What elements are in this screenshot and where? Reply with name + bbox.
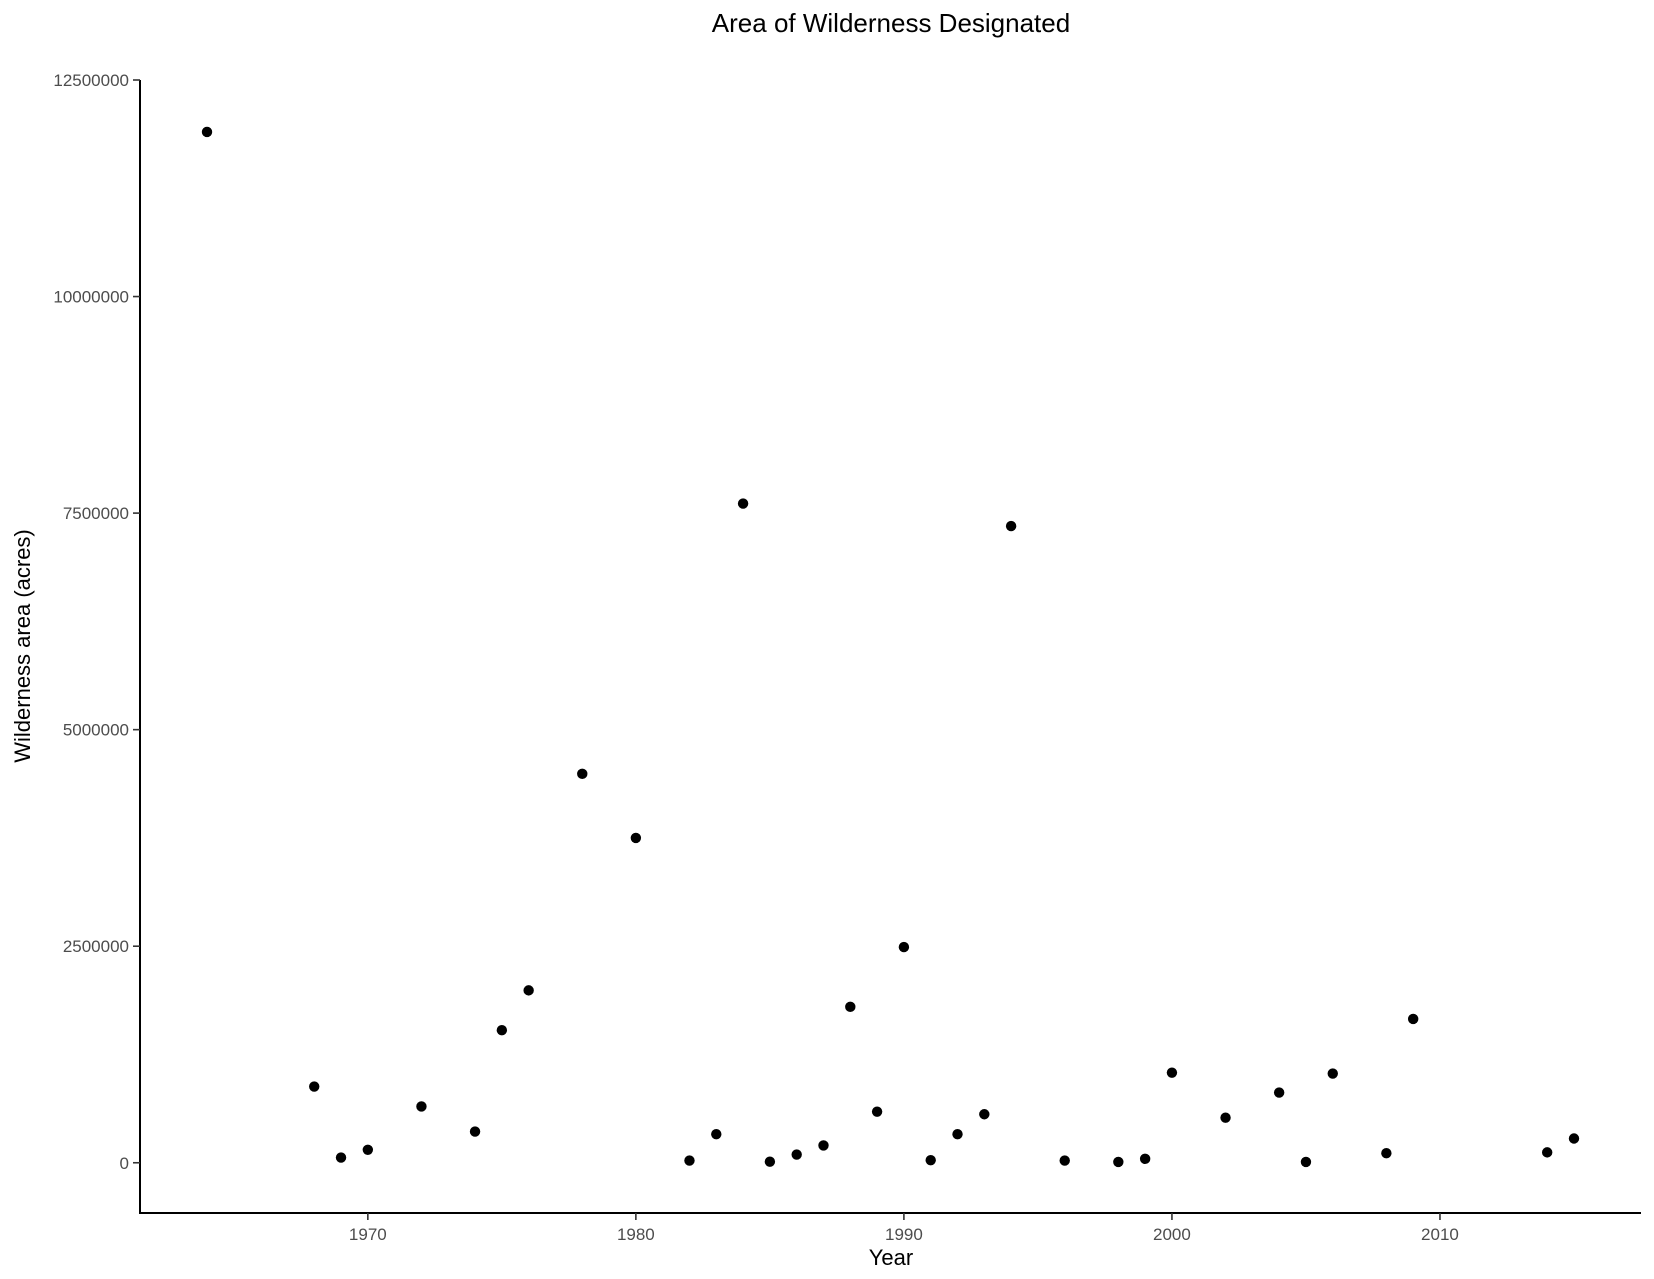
data-point <box>1381 1148 1392 1159</box>
x-tick-label: 2010 <box>1421 1225 1459 1244</box>
data-point <box>1300 1156 1312 1168</box>
data-point <box>1059 1155 1070 1166</box>
y-tick-label: 0 <box>120 1154 129 1173</box>
data-point <box>630 832 642 844</box>
plot-area: 0 2500000 5000000 7500000 10000000 12500000 1… <box>53 71 1641 1244</box>
data-points <box>201 126 1580 1168</box>
y-axis-label: Wilderness area (acres) <box>10 529 35 763</box>
data-point <box>1005 520 1017 532</box>
x-tick-label: 1980 <box>617 1225 655 1244</box>
chart-title: Area of Wilderness Designated <box>712 8 1070 38</box>
data-point <box>711 1128 722 1140</box>
data-point <box>1166 1067 1178 1078</box>
data-point <box>201 126 213 138</box>
data-point <box>469 1126 481 1137</box>
data-point <box>979 1109 990 1120</box>
data-point <box>952 1128 963 1140</box>
data-point <box>416 1101 427 1112</box>
data-point <box>791 1149 802 1160</box>
data-point <box>309 1081 320 1092</box>
data-point <box>845 1001 856 1013</box>
data-point <box>1113 1156 1124 1168</box>
data-point <box>1541 1147 1553 1158</box>
data-point <box>871 1106 883 1117</box>
x-tick-label: 1990 <box>885 1225 923 1244</box>
data-point <box>362 1144 374 1155</box>
x-axis-ticks: 1970 1980 1990 2000 2010 <box>349 1213 1459 1244</box>
data-point <box>496 1025 508 1036</box>
y-tick-label: 7500000 <box>63 504 129 523</box>
data-point <box>1273 1087 1285 1098</box>
data-point <box>684 1155 695 1166</box>
y-tick-label: 5000000 <box>63 721 129 740</box>
data-point <box>1139 1153 1151 1165</box>
data-point <box>818 1140 829 1151</box>
data-point <box>898 941 910 953</box>
data-point <box>737 498 749 509</box>
x-axis-label: Year <box>869 1245 913 1270</box>
data-point <box>1407 1013 1419 1025</box>
data-point <box>764 1156 776 1167</box>
data-point <box>1220 1112 1231 1123</box>
data-point <box>335 1152 347 1163</box>
x-tick-label: 1970 <box>349 1225 387 1244</box>
data-point <box>1568 1133 1580 1144</box>
data-point <box>1327 1068 1338 1079</box>
data-point <box>925 1154 936 1166</box>
y-tick-label: 12500000 <box>53 71 129 90</box>
y-tick-label: 2500000 <box>63 937 129 956</box>
x-tick-label: 2000 <box>1153 1225 1191 1244</box>
data-point <box>523 985 534 996</box>
y-tick-label: 10000000 <box>53 288 129 307</box>
y-axis-ticks: 0 2500000 5000000 7500000 10000000 12500000 <box>53 71 140 1173</box>
data-point <box>577 768 588 780</box>
